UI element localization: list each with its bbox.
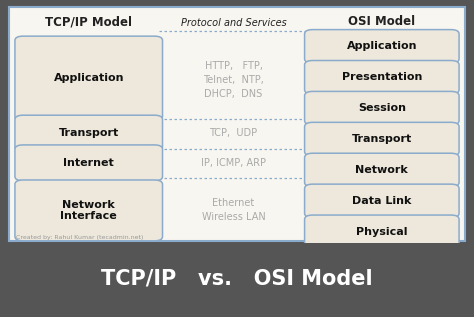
FancyBboxPatch shape <box>305 61 459 94</box>
Text: Transport: Transport <box>352 134 412 144</box>
Text: Presentation: Presentation <box>342 72 422 82</box>
Text: Session: Session <box>358 103 406 113</box>
FancyBboxPatch shape <box>305 184 459 218</box>
Text: TCP/IP   vs.   OSI Model: TCP/IP vs. OSI Model <box>101 268 373 289</box>
Text: Internet: Internet <box>64 158 114 168</box>
FancyBboxPatch shape <box>305 153 459 187</box>
FancyBboxPatch shape <box>15 36 163 121</box>
Text: IP, ICMP, ARP: IP, ICMP, ARP <box>201 158 266 168</box>
FancyBboxPatch shape <box>15 115 163 151</box>
Text: Application: Application <box>54 74 124 83</box>
Text: Protocol and Services: Protocol and Services <box>181 18 286 28</box>
Text: Application: Application <box>346 41 417 51</box>
Text: Data Link: Data Link <box>352 196 411 206</box>
FancyBboxPatch shape <box>9 7 465 241</box>
Text: TCP/IP Model: TCP/IP Model <box>45 16 132 29</box>
Text: Network
Interface: Network Interface <box>60 200 117 221</box>
FancyBboxPatch shape <box>305 91 459 125</box>
FancyBboxPatch shape <box>305 122 459 156</box>
Text: Ethernet
Wireless LAN: Ethernet Wireless LAN <box>201 198 265 223</box>
FancyBboxPatch shape <box>305 215 459 249</box>
Text: Transport: Transport <box>59 128 119 138</box>
FancyBboxPatch shape <box>15 145 163 181</box>
Text: Physical: Physical <box>356 227 408 237</box>
Text: TCP,  UDP: TCP, UDP <box>210 128 257 138</box>
FancyBboxPatch shape <box>305 29 459 63</box>
Text: Network: Network <box>356 165 408 175</box>
Text: HTTP,   FTP,
Telnet,  NTP,
DHCP,  DNS: HTTP, FTP, Telnet, NTP, DHCP, DNS <box>203 61 264 99</box>
FancyBboxPatch shape <box>15 180 163 241</box>
Text: OSI Model: OSI Model <box>348 16 415 29</box>
Text: Created by: Rahul Kumar (tecadmin.net): Created by: Rahul Kumar (tecadmin.net) <box>16 235 144 240</box>
